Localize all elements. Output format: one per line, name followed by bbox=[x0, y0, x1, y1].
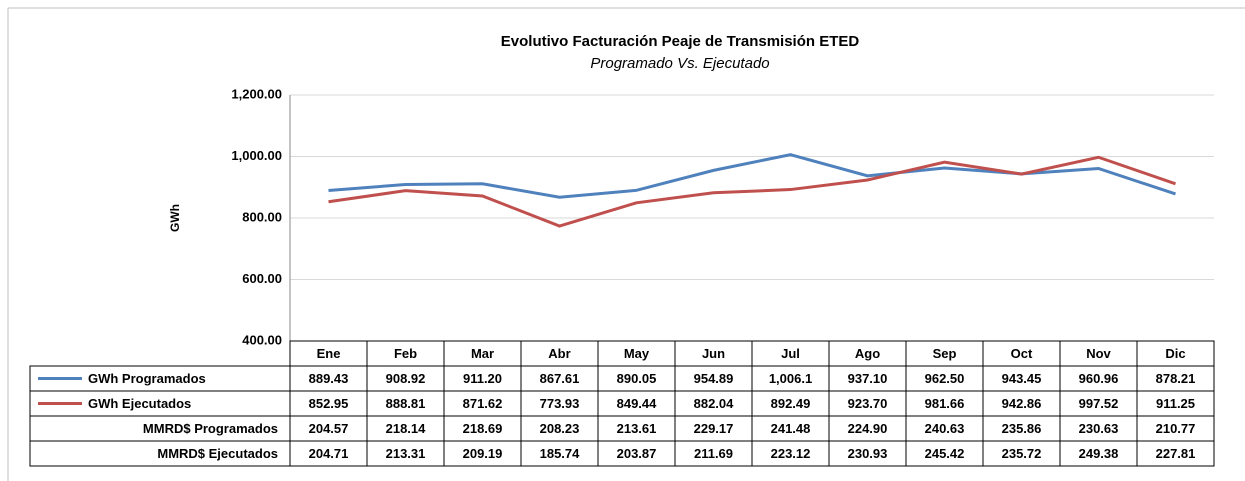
y-tick-label: 600.00 bbox=[242, 271, 282, 286]
table-value: 204.57 bbox=[309, 421, 349, 436]
table-value: 923.70 bbox=[848, 396, 888, 411]
table-value: 937.10 bbox=[848, 371, 888, 386]
table-value: 871.62 bbox=[463, 396, 503, 411]
table-value: 962.50 bbox=[925, 371, 965, 386]
table-value: 208.23 bbox=[540, 421, 580, 436]
y-tick-label: 1,200.00 bbox=[231, 86, 282, 101]
table-value: 185.74 bbox=[540, 446, 581, 461]
table-value: 960.96 bbox=[1079, 371, 1119, 386]
table-value: 230.63 bbox=[1079, 421, 1119, 436]
series-line bbox=[328, 155, 1176, 228]
table-value: 908.92 bbox=[386, 371, 426, 386]
x-tick-label: Abr bbox=[548, 346, 570, 361]
table-value: 241.48 bbox=[771, 421, 811, 436]
table-value: 852.95 bbox=[309, 396, 349, 411]
y-tick-label: 400.00 bbox=[242, 332, 282, 347]
y-tick-label: 800.00 bbox=[242, 209, 282, 224]
table-value: 218.69 bbox=[463, 421, 503, 436]
table-value: 204.71 bbox=[309, 446, 349, 461]
x-tick-label: May bbox=[624, 346, 650, 361]
legend-label: GWh Ejecutados bbox=[88, 396, 191, 411]
x-tick-label: Ago bbox=[855, 346, 880, 361]
table-value: 911.25 bbox=[1156, 396, 1195, 411]
table-value: 218.14 bbox=[386, 421, 427, 436]
table-value: 849.44 bbox=[617, 396, 658, 411]
table-value: 229.17 bbox=[694, 421, 734, 436]
table-value: 997.52 bbox=[1079, 396, 1119, 411]
table-value: 210.77 bbox=[1156, 421, 1196, 436]
table-value: 240.63 bbox=[925, 421, 965, 436]
chart-subtitle: Programado Vs. Ejecutado bbox=[590, 55, 769, 72]
table-value: 203.87 bbox=[617, 446, 657, 461]
x-tick-label: Dic bbox=[1165, 346, 1185, 361]
table-value: 867.61 bbox=[540, 371, 580, 386]
series-line bbox=[328, 153, 1176, 199]
table-value: 235.86 bbox=[1002, 421, 1042, 436]
table-value: 892.49 bbox=[771, 396, 811, 411]
y-axis-label: GWh bbox=[168, 204, 182, 232]
table-value: 235.72 bbox=[1002, 446, 1042, 461]
x-tick-label: Ene bbox=[317, 346, 341, 361]
table-value: 211.69 bbox=[694, 446, 733, 461]
x-tick-label: Mar bbox=[471, 346, 494, 361]
table-row bbox=[29, 440, 1215, 467]
x-tick-label: Jul bbox=[781, 346, 800, 361]
table-value: 981.66 bbox=[925, 396, 965, 411]
table-value: 245.42 bbox=[925, 446, 965, 461]
table-value: 230.93 bbox=[848, 446, 888, 461]
table-value: 773.93 bbox=[540, 396, 580, 411]
row-label: MMRD$ Ejecutados bbox=[157, 446, 278, 461]
table-value: 227.81 bbox=[1156, 446, 1196, 461]
table-value: 911.20 bbox=[463, 371, 502, 386]
table-value: 878.21 bbox=[1156, 371, 1196, 386]
legend-label: GWh Programados bbox=[88, 371, 206, 386]
table-value: 889.43 bbox=[309, 371, 349, 386]
table-value: 888.81 bbox=[386, 396, 426, 411]
x-tick-label: Jun bbox=[702, 346, 725, 361]
x-tick-label: Sep bbox=[933, 346, 957, 361]
table-value: 224.90 bbox=[848, 421, 888, 436]
table-value: 954.89 bbox=[694, 371, 734, 386]
x-tick-label: Feb bbox=[394, 346, 417, 361]
x-tick-label: Oct bbox=[1011, 346, 1033, 361]
table-value: 943.45 bbox=[1002, 371, 1042, 386]
table-value: 1,006.1 bbox=[769, 371, 812, 386]
chart-title: Evolutivo Facturación Peaje de Transmisi… bbox=[501, 33, 860, 50]
table-value: 890.05 bbox=[617, 371, 657, 386]
table-value: 249.38 bbox=[1079, 446, 1119, 461]
y-tick-label: 1,000.00 bbox=[231, 148, 282, 163]
table-value: 942.86 bbox=[1002, 396, 1042, 411]
table-value: 882.04 bbox=[694, 396, 735, 411]
x-tick-label: Nov bbox=[1086, 346, 1111, 361]
table-value: 223.12 bbox=[771, 446, 811, 461]
table-value: 209.19 bbox=[463, 446, 503, 461]
table-value: 213.61 bbox=[617, 421, 657, 436]
table-value: 213.31 bbox=[386, 446, 426, 461]
row-label: MMRD$ Programados bbox=[143, 421, 278, 436]
